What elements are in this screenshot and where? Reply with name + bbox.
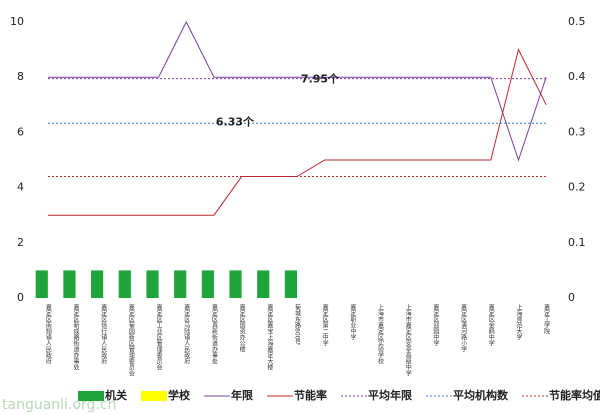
y-tick-label: 6 bbox=[17, 125, 24, 138]
legend-swatch bbox=[141, 391, 167, 401]
y-tick-label: 2 bbox=[17, 236, 24, 249]
bar bbox=[118, 270, 131, 298]
legend-label: 平均年限 bbox=[368, 388, 412, 402]
y-tick-label: 4 bbox=[17, 181, 24, 194]
x-tick-label: 嘉定区新成路街道办事处 bbox=[72, 303, 79, 371]
line bbox=[47, 20, 547, 162]
x-tick-label: 菊城东路800号 bbox=[294, 303, 301, 346]
y2-tick-label: 0.5 bbox=[568, 15, 586, 28]
x-tick-label: 嘉定区国资办公楼 bbox=[238, 303, 245, 353]
y2-tick-label: 0 bbox=[568, 291, 575, 304]
bar bbox=[229, 270, 242, 298]
x-tick-label: 嘉定区工业区管理委员会 bbox=[155, 303, 162, 371]
legend-label: 节能率 bbox=[294, 388, 327, 402]
x-tick-label: 嘉定职业中学 bbox=[349, 303, 356, 340]
bar bbox=[174, 270, 187, 298]
y2-tick-label: 0.4 bbox=[568, 70, 586, 83]
x-tick-label: 嘉定区迎园中学 bbox=[432, 303, 439, 346]
bar bbox=[257, 270, 270, 298]
x-tick-label: 嘉定工学院 bbox=[543, 303, 550, 335]
legend-label: 年限 bbox=[231, 388, 253, 402]
y2-tick-label: 0.1 bbox=[568, 236, 586, 249]
bar bbox=[91, 270, 104, 298]
x-tick-label: 嘉定区马陆镇人民政府 bbox=[183, 303, 190, 365]
x-tick-label: 嘉定区徐行镇人民政府 bbox=[100, 303, 107, 365]
x-tick-label: 嘉定区清河路小学 bbox=[460, 303, 467, 352]
line bbox=[47, 48, 547, 216]
x-tick-label: 嘉定区菊园新区管理委员会 bbox=[127, 303, 134, 377]
x-tick-label: 嘉定区真新街道办事处 bbox=[210, 303, 217, 365]
y2-tick-label: 0.3 bbox=[568, 125, 586, 138]
reference-label: 6.33个 bbox=[216, 114, 255, 128]
bar bbox=[146, 270, 159, 298]
legend-swatch bbox=[78, 391, 104, 401]
x-tick-label: 嘉定区金鹤中学 bbox=[487, 303, 494, 346]
legend-label: 机关 bbox=[105, 388, 127, 402]
bar bbox=[35, 270, 48, 298]
bar bbox=[284, 270, 297, 298]
x-tick-label: 上海市嘉定区安亭高级中学 bbox=[404, 303, 411, 376]
reference-label: 7.95个 bbox=[301, 72, 340, 86]
bar bbox=[201, 270, 214, 298]
x-tick-label: 嘉定区南翔镇人民政府 bbox=[44, 303, 51, 365]
legend-label: 学校 bbox=[168, 388, 191, 402]
x-tick-label: 上海市嘉定区实验学校 bbox=[377, 303, 384, 365]
legend-label: 节能率均值 bbox=[549, 388, 600, 402]
x-tick-label: 嘉定区嘉宝上海嘉定大楼 bbox=[266, 303, 273, 371]
y-tick-label: 8 bbox=[17, 70, 24, 83]
y2-tick-label: 0.2 bbox=[568, 181, 586, 194]
y-tick-label: 10 bbox=[10, 15, 24, 28]
x-tick-label: 上海师范大学 bbox=[515, 303, 522, 340]
y-tick-label: 0 bbox=[17, 291, 24, 304]
legend-label: 平均机构数 bbox=[453, 388, 509, 402]
bar bbox=[63, 270, 76, 298]
x-tick-label: 嘉定区第二中学 bbox=[321, 303, 328, 346]
